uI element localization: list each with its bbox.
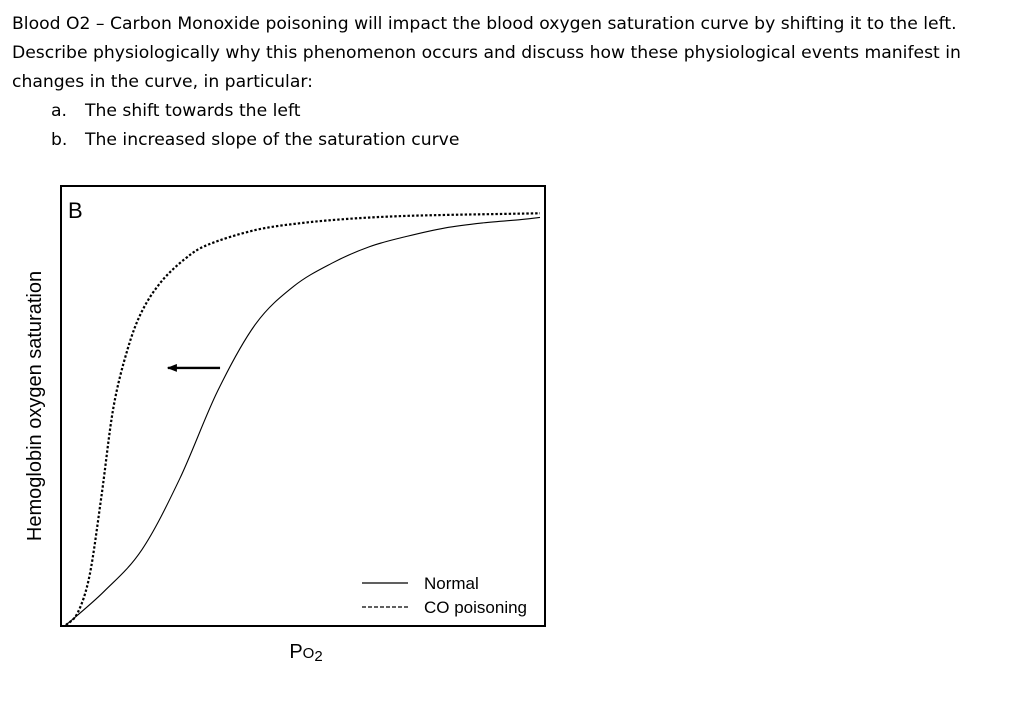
x-axis-label: PO2 <box>289 641 322 665</box>
question-text: Blood O2 – Carbon Monoxide poisoning wil… <box>12 10 1017 155</box>
legend: Normal CO poisoning <box>362 574 527 617</box>
question-item-b: b. The increased slope of the saturation … <box>51 126 1017 155</box>
item-marker: a. <box>51 101 67 121</box>
panel-label: B <box>68 198 83 223</box>
item-text: The increased slope of the saturation cu… <box>85 130 460 150</box>
series-layer <box>65 212 541 626</box>
y-axis-label: Hemoglobin oxygen saturation <box>24 271 46 541</box>
x-axis-label-2: 2 <box>314 648 322 665</box>
plot-frame <box>60 185 546 627</box>
x-axis-label-o: O <box>303 645 315 662</box>
legend-label-co: CO poisoning <box>424 598 527 617</box>
series-line-co-poisoning <box>65 212 541 626</box>
series-line-normal <box>65 216 541 626</box>
saturation-chart: B Hemoglobin oxygen saturation PO2 Norma… <box>24 185 546 665</box>
x-axis-label-p: P <box>289 641 302 663</box>
item-marker: b. <box>51 130 68 150</box>
legend-label-normal: Normal <box>424 574 479 593</box>
question-intro: Blood O2 – Carbon Monoxide poisoning wil… <box>12 14 961 92</box>
item-text: The shift towards the left <box>85 101 301 121</box>
question-item-a: a. The shift towards the left <box>51 97 1017 126</box>
